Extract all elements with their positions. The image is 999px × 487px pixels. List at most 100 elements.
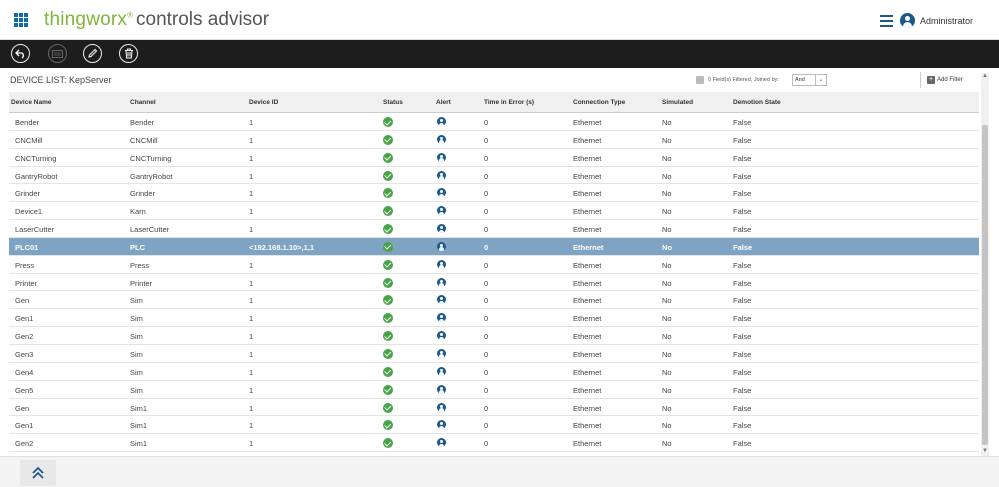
alert-user-icon[interactable] bbox=[437, 313, 446, 323]
alert-user-icon[interactable] bbox=[437, 438, 446, 448]
status-ok-icon bbox=[383, 188, 393, 199]
table-row[interactable]: Gen Sim1 1 0 Ethernet No False bbox=[9, 398, 979, 417]
table-row[interactable]: Gen2 Sim 1 0 Ethernet No False bbox=[9, 327, 979, 345]
cell-device-id: 1 bbox=[249, 207, 254, 217]
cell-demotion-state: False bbox=[733, 278, 752, 288]
column-header-time-in-error[interactable]: Time in Error (s) bbox=[484, 99, 535, 106]
table-row[interactable]: CNCTurning CNCTurning 1 0 Ethernet No False bbox=[9, 148, 979, 167]
user-avatar-icon[interactable] bbox=[900, 13, 915, 28]
cell-connection-type: Ethernet bbox=[573, 349, 602, 359]
table-row[interactable]: PLC01 PLC <192.168.1.10>,1,1 0 Ethernet No Fal… bbox=[9, 237, 979, 256]
cell-device-id: 1 bbox=[249, 349, 254, 359]
scrollbar-thumb[interactable] bbox=[982, 125, 988, 445]
delete-button[interactable] bbox=[119, 44, 138, 63]
status-ok-icon bbox=[383, 134, 393, 145]
cell-device-id: 1 bbox=[249, 171, 254, 181]
table-row[interactable]: Grinder Grinder 1 0 Ethernet No False bbox=[9, 184, 979, 203]
alert-user-icon[interactable] bbox=[437, 277, 446, 287]
alert-user-icon[interactable] bbox=[437, 420, 446, 430]
status-ok-icon bbox=[383, 384, 393, 395]
scroll-up-icon[interactable]: ▲ bbox=[982, 73, 988, 79]
edit-button[interactable] bbox=[83, 44, 102, 63]
alert-user-icon[interactable] bbox=[437, 295, 446, 305]
user-name[interactable]: Administrator bbox=[920, 16, 974, 26]
join-select[interactable]: And ⌄ bbox=[792, 74, 827, 86]
vertical-scrollbar[interactable]: ▲ ▼ bbox=[981, 73, 989, 456]
table-row[interactable]: Gen4 Sim 1 0 Ethernet No False bbox=[9, 362, 979, 381]
table-row[interactable]: Printer Printer 1 0 Ethernet No False bbox=[9, 273, 979, 292]
alert-user-icon[interactable] bbox=[437, 402, 446, 412]
table-row[interactable]: Gen1 Sim 1 0 Ethernet No False bbox=[9, 309, 979, 328]
add-filter-button[interactable]: + Add Filter bbox=[927, 76, 963, 84]
column-header-demotion-state[interactable]: Demotion State bbox=[733, 99, 781, 106]
cell-simulated: No bbox=[662, 332, 672, 342]
table-row[interactable]: GantryRobot GantryRobot 1 0 Ethernet No False bbox=[9, 166, 979, 185]
cell-demotion-state: False bbox=[733, 242, 753, 252]
table-row[interactable]: Gen Sim 1 0 Ethernet No False bbox=[9, 291, 979, 310]
table-row[interactable]: LaserCutter LaserCutter 1 0 Ethernet No False bbox=[9, 220, 979, 238]
alert-user-icon[interactable] bbox=[437, 188, 446, 198]
cell-connection-type: Ethernet bbox=[573, 242, 604, 252]
cell-demotion-state: False bbox=[733, 314, 752, 324]
table-row[interactable]: Press Press 1 0 Ethernet No False bbox=[9, 255, 979, 274]
column-header-device-name[interactable]: Device Name bbox=[11, 99, 52, 106]
table-row[interactable]: Gen1 Sim1 1 0 Ethernet No False bbox=[9, 416, 979, 435]
table-row[interactable]: CNCMill CNCMill 1 0 Ethernet No False bbox=[9, 130, 979, 149]
scroll-to-top-button[interactable] bbox=[20, 460, 56, 486]
column-header-alert[interactable]: Alert bbox=[436, 99, 451, 106]
status-ok-icon bbox=[383, 241, 393, 252]
cell-device-id: 1 bbox=[249, 153, 254, 163]
hamburger-menu-icon[interactable] bbox=[880, 15, 893, 27]
column-header-device-id[interactable]: Device ID bbox=[249, 99, 279, 106]
table-row[interactable]: Gen3Sim110EthernetNoFalse bbox=[9, 452, 979, 455]
cell-simulated: No bbox=[662, 403, 672, 413]
filter-toggle-icon[interactable] bbox=[696, 76, 704, 84]
cell-simulated: No bbox=[662, 225, 672, 235]
alert-user-icon[interactable] bbox=[437, 259, 446, 269]
alert-user-icon[interactable] bbox=[437, 384, 446, 394]
alert-user-icon[interactable] bbox=[437, 241, 446, 251]
alert-user-icon[interactable] bbox=[437, 206, 446, 216]
cell-device-name: Grinder bbox=[15, 189, 41, 199]
cell-device-name: Bender bbox=[15, 118, 40, 127]
cell-time-in-error: 0 bbox=[484, 207, 489, 217]
scroll-down-icon[interactable]: ▼ bbox=[982, 448, 988, 454]
app-launcher-icon[interactable] bbox=[14, 13, 28, 27]
cell-demotion-state: False bbox=[733, 153, 752, 163]
alert-user-icon[interactable] bbox=[437, 224, 446, 234]
alert-user-icon[interactable] bbox=[437, 117, 446, 126]
alert-user-icon[interactable] bbox=[437, 152, 446, 162]
column-header-simulated[interactable]: Simulated bbox=[662, 99, 694, 106]
back-button[interactable] bbox=[11, 44, 30, 63]
table-row[interactable]: Device1 Karn 1 0 Ethernet No False bbox=[9, 202, 979, 221]
cell-device-id: 1 bbox=[249, 421, 254, 431]
column-header-status[interactable]: Status bbox=[383, 99, 403, 106]
table-row[interactable]: Gen3 Sim 1 0 Ethernet No False bbox=[9, 344, 979, 363]
cell-simulated: No bbox=[662, 207, 672, 217]
cell-demotion-state: False bbox=[733, 189, 752, 199]
table-row[interactable]: Gen2 Sim1 1 0 Ethernet No False bbox=[9, 434, 979, 453]
alert-user-icon[interactable] bbox=[437, 134, 446, 144]
alert-user-icon[interactable] bbox=[437, 366, 446, 376]
alert-user-icon[interactable] bbox=[437, 331, 446, 341]
cell-device-name: Gen1 bbox=[15, 421, 34, 431]
table-row[interactable]: Bender Bender 1 0 Ethernet No False bbox=[9, 113, 979, 131]
cell-simulated: No bbox=[662, 242, 672, 252]
cell-connection-type: Ethernet bbox=[573, 189, 602, 199]
cell-connection-type: Ethernet bbox=[573, 118, 602, 127]
cell-time-in-error: 0 bbox=[484, 135, 489, 145]
status-ok-icon bbox=[383, 170, 393, 181]
status-ok-icon bbox=[383, 295, 393, 306]
column-header-connection-type[interactable]: Connection Type bbox=[573, 99, 626, 106]
action-toolbar bbox=[0, 40, 999, 68]
cell-demotion-state: False bbox=[733, 439, 752, 449]
alert-user-icon[interactable] bbox=[437, 348, 446, 358]
cell-channel: Sim bbox=[130, 296, 143, 306]
chevron-down-icon: ⌄ bbox=[815, 75, 826, 85]
cell-channel: GantryRobot bbox=[130, 171, 173, 181]
table-row[interactable]: Gen5 Sim 1 0 Ethernet No False bbox=[9, 380, 979, 399]
keyboard-button[interactable] bbox=[48, 44, 67, 63]
column-header-channel[interactable]: Channel bbox=[130, 99, 156, 106]
cell-channel: PLC bbox=[130, 242, 145, 252]
alert-user-icon[interactable] bbox=[437, 170, 446, 180]
